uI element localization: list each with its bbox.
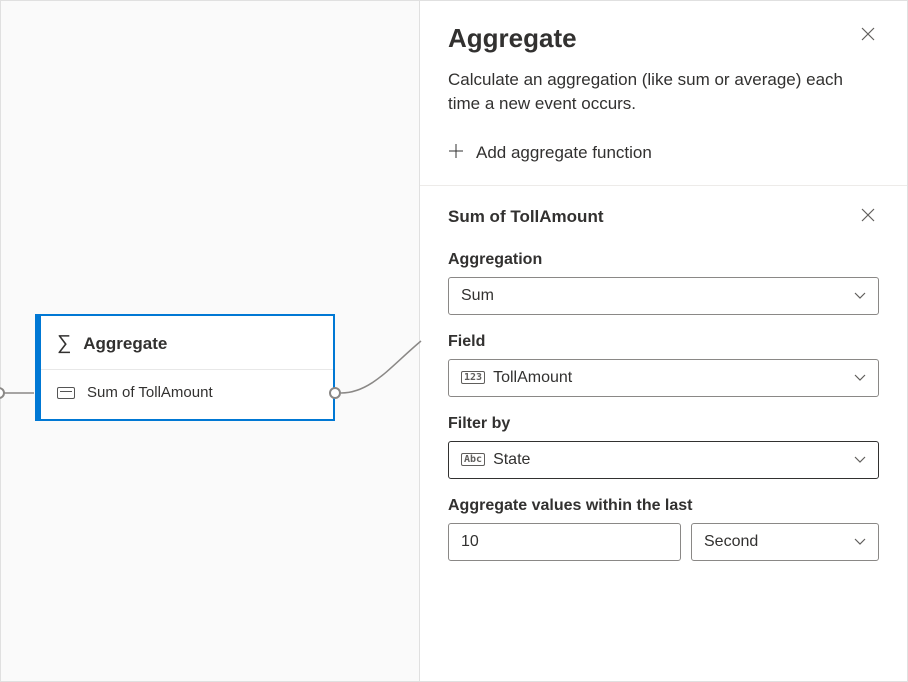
time-value-input[interactable]: [448, 523, 681, 561]
properties-panel: Aggregate Calculate an aggregation (like…: [420, 1, 907, 681]
chevron-down-icon: [854, 289, 866, 303]
aggregate-node[interactable]: ∑ Aggregate Sum of TollAmount: [35, 314, 335, 421]
text-type-icon: Abc: [461, 453, 485, 466]
chevron-down-icon: [854, 371, 866, 385]
node-header: ∑ Aggregate: [41, 316, 333, 370]
close-panel-button[interactable]: [857, 23, 879, 50]
edge-right: [341, 341, 421, 393]
filter-value: State: [493, 451, 530, 469]
node-title: Aggregate: [83, 334, 167, 354]
chevron-down-icon: [854, 535, 866, 549]
panel-description: Calculate an aggregation (like sum or av…: [420, 68, 907, 134]
time-unit-select[interactable]: Second: [691, 523, 879, 561]
aggregation-select[interactable]: Sum: [448, 277, 879, 315]
time-unit-value: Second: [704, 533, 758, 551]
aggregation-label: Aggregation: [448, 251, 879, 269]
field-label: Field: [448, 333, 879, 351]
add-function-label: Add aggregate function: [476, 143, 652, 163]
section-title: Sum of TollAmount: [448, 207, 604, 227]
filter-label: Filter by: [448, 415, 879, 433]
remove-section-button[interactable]: [857, 204, 879, 231]
canvas-area[interactable]: ∑ Aggregate Sum of TollAmount: [1, 1, 420, 681]
add-aggregate-function-button[interactable]: Add aggregate function: [420, 134, 907, 186]
node-port-out[interactable]: [329, 387, 341, 399]
sigma-icon: ∑: [57, 332, 71, 355]
aggregation-value: Sum: [461, 287, 494, 305]
field-value: TollAmount: [493, 369, 572, 387]
numeric-type-icon: 123: [461, 371, 485, 384]
plus-icon: [448, 142, 464, 165]
close-icon: [861, 208, 875, 222]
chevron-down-icon: [854, 453, 866, 467]
node-body: Sum of TollAmount: [41, 370, 333, 419]
filter-select[interactable]: Abc State: [448, 441, 879, 479]
field-select[interactable]: 123 TollAmount: [448, 359, 879, 397]
time-window-label: Aggregate values within the last: [448, 497, 879, 515]
close-icon: [861, 27, 875, 41]
node-subtitle: Sum of TollAmount: [87, 384, 213, 401]
panel-title: Aggregate: [448, 23, 577, 54]
field-icon: [57, 387, 75, 399]
node-port-in[interactable]: [0, 387, 5, 399]
